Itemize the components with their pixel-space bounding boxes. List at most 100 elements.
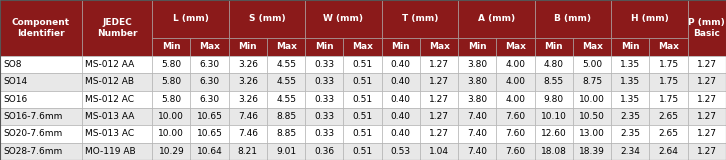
Text: 0.40: 0.40	[391, 60, 411, 69]
Bar	[190, 125, 229, 143]
Text: 0.40: 0.40	[391, 129, 411, 139]
Text: 12.60: 12.60	[541, 129, 567, 139]
Bar	[688, 56, 726, 73]
Bar	[611, 73, 650, 91]
Bar	[497, 38, 535, 56]
Text: 13.00: 13.00	[579, 129, 605, 139]
Bar	[82, 56, 152, 73]
Bar	[0, 91, 82, 108]
Bar	[229, 143, 267, 160]
Text: 8.55: 8.55	[544, 77, 564, 87]
Bar	[535, 125, 573, 143]
Text: A (mm): A (mm)	[478, 14, 515, 23]
Bar	[382, 0, 458, 38]
Bar	[382, 91, 420, 108]
Text: 4.55: 4.55	[276, 77, 296, 87]
Text: 0.40: 0.40	[391, 95, 411, 104]
Text: 4.80: 4.80	[544, 60, 564, 69]
Bar	[82, 125, 152, 143]
Bar	[650, 56, 688, 73]
Bar	[420, 108, 458, 125]
Bar	[305, 56, 343, 73]
Bar	[382, 73, 420, 91]
Bar	[573, 125, 611, 143]
Text: 3.26: 3.26	[238, 77, 258, 87]
Bar	[267, 125, 305, 143]
Bar	[229, 73, 267, 91]
Bar	[420, 125, 458, 143]
Bar	[688, 73, 726, 91]
Text: MO-119 AB: MO-119 AB	[85, 147, 136, 156]
Bar	[343, 73, 382, 91]
Text: 7.60: 7.60	[505, 147, 526, 156]
Text: 0.40: 0.40	[391, 112, 411, 121]
Bar	[152, 143, 190, 160]
Text: 1.27: 1.27	[429, 112, 449, 121]
Bar	[152, 108, 190, 125]
Text: Min: Min	[621, 42, 640, 51]
Bar	[343, 91, 382, 108]
Bar	[535, 73, 573, 91]
Text: SO8: SO8	[3, 60, 21, 69]
Text: 5.80: 5.80	[161, 95, 182, 104]
Bar	[650, 73, 688, 91]
Text: 10.65: 10.65	[197, 112, 223, 121]
Text: 0.51: 0.51	[353, 60, 372, 69]
Text: Min: Min	[315, 42, 334, 51]
Bar	[305, 73, 343, 91]
Text: 18.08: 18.08	[541, 147, 567, 156]
Text: 0.40: 0.40	[391, 77, 411, 87]
Bar	[190, 91, 229, 108]
Text: Component
Identifier: Component Identifier	[12, 18, 70, 38]
Text: Min: Min	[544, 42, 563, 51]
Text: 8.21: 8.21	[238, 147, 258, 156]
Text: 1.35: 1.35	[620, 60, 640, 69]
Text: 9.80: 9.80	[544, 95, 564, 104]
Text: Max: Max	[658, 42, 679, 51]
Text: 1.75: 1.75	[658, 95, 679, 104]
Text: 2.65: 2.65	[658, 129, 679, 139]
Text: 0.33: 0.33	[314, 95, 335, 104]
Bar	[0, 0, 82, 56]
Text: 9.01: 9.01	[276, 147, 296, 156]
Text: 2.65: 2.65	[658, 112, 679, 121]
Bar	[497, 91, 535, 108]
Bar	[267, 56, 305, 73]
Bar	[305, 108, 343, 125]
Bar	[573, 56, 611, 73]
Text: Max: Max	[199, 42, 220, 51]
Bar	[458, 143, 497, 160]
Text: 7.46: 7.46	[238, 112, 258, 121]
Text: 7.40: 7.40	[468, 129, 487, 139]
Bar	[535, 91, 573, 108]
Bar	[573, 91, 611, 108]
Text: SO28-7.6mm: SO28-7.6mm	[3, 147, 62, 156]
Text: 1.27: 1.27	[429, 60, 449, 69]
Bar	[535, 108, 573, 125]
Bar	[267, 38, 305, 56]
Bar	[420, 91, 458, 108]
Bar	[611, 38, 650, 56]
Text: 0.51: 0.51	[353, 112, 372, 121]
Bar	[420, 38, 458, 56]
Text: MS-012 AC: MS-012 AC	[85, 95, 134, 104]
Text: Max: Max	[582, 42, 603, 51]
Text: 4.55: 4.55	[276, 60, 296, 69]
Bar	[382, 56, 420, 73]
Text: 1.27: 1.27	[429, 95, 449, 104]
Bar	[650, 125, 688, 143]
Text: 1.04: 1.04	[429, 147, 449, 156]
Bar	[611, 91, 650, 108]
Bar	[458, 38, 497, 56]
Text: 0.51: 0.51	[353, 147, 372, 156]
Bar	[688, 91, 726, 108]
Text: SO14: SO14	[3, 77, 27, 87]
Bar	[343, 125, 382, 143]
Bar	[190, 73, 229, 91]
Bar	[229, 56, 267, 73]
Text: 3.80: 3.80	[468, 77, 487, 87]
Text: 10.00: 10.00	[158, 129, 184, 139]
Text: 10.29: 10.29	[158, 147, 184, 156]
Text: JEDEC
Number: JEDEC Number	[97, 18, 137, 38]
Bar	[82, 73, 152, 91]
